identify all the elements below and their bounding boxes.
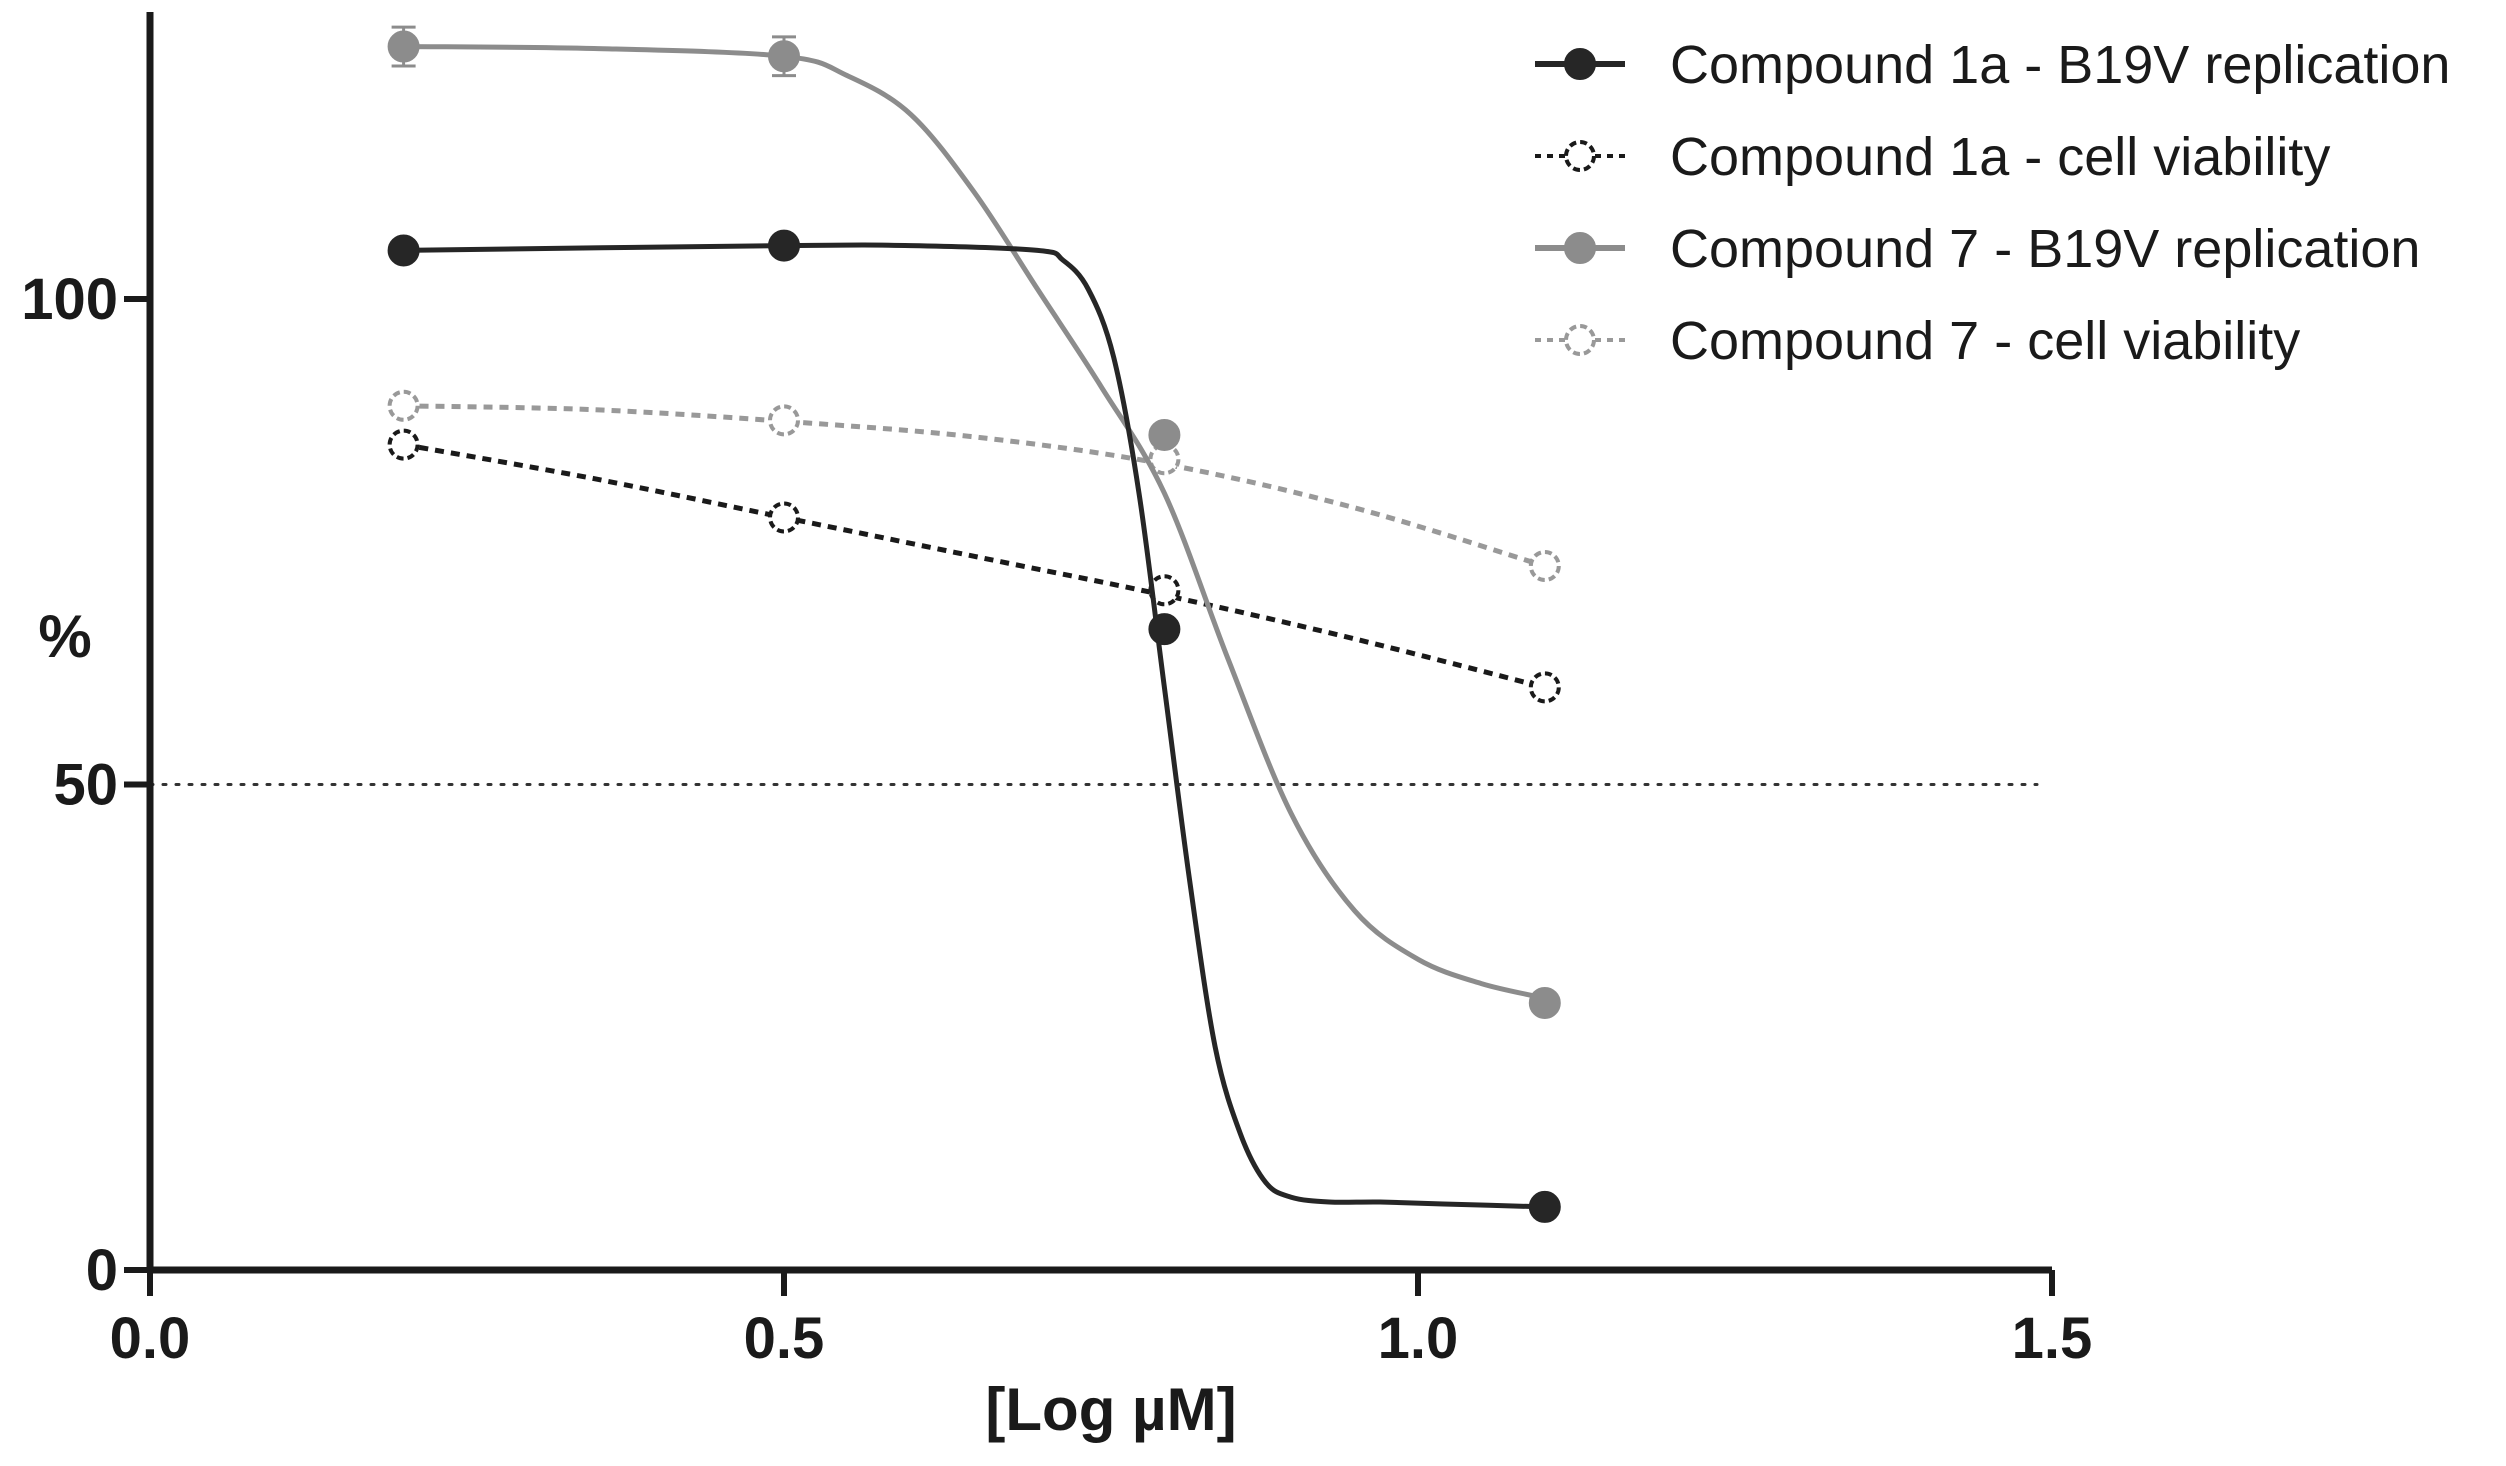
series-1-point — [768, 229, 800, 262]
series-4-point — [387, 389, 420, 422]
series-3-point — [1528, 986, 1561, 1019]
legend-label: Compound 7 - cell viability — [1670, 311, 2300, 371]
y-tick-label: 0 — [86, 1238, 118, 1303]
series-3-point — [768, 40, 800, 73]
series-4-line — [403, 403, 1546, 569]
legend-swatch-marker — [1564, 48, 1596, 80]
series-1-point — [1528, 1190, 1561, 1223]
series-3-line — [403, 44, 1546, 1001]
legend-label: Compound 1a - B19V replication — [1670, 35, 2450, 95]
series-1 — [387, 229, 1561, 1223]
series-3-point — [387, 30, 420, 63]
y-tick-label: 50 — [53, 753, 118, 818]
series-3-point — [1148, 418, 1181, 451]
legend-label: Compound 7 - B19V replication — [1670, 219, 2420, 279]
legend-item-2: Compound 1a - cell viability — [1535, 127, 2330, 187]
legend-item-4: Compound 7 - cell viability — [1535, 311, 2300, 371]
series-4-point — [768, 404, 800, 437]
series-2 — [387, 428, 1561, 704]
series-2-point — [387, 428, 420, 461]
x-axis-title: [Log µM] — [985, 1376, 1236, 1443]
legend-swatch-marker — [1564, 232, 1596, 264]
x-tick-label: 0.5 — [744, 1306, 825, 1371]
series-4-point — [1528, 550, 1561, 583]
legend-item-1: Compound 1a - B19V replication — [1535, 35, 2450, 95]
legend: Compound 1a - B19V replication Compound 1… — [1535, 35, 2450, 371]
series-layer — [387, 25, 1561, 1223]
series-1-line — [403, 242, 1545, 1210]
y-axis-title: % — [38, 603, 91, 670]
series-3 — [387, 25, 1561, 1019]
x-tick-label: 0.0 — [110, 1306, 191, 1371]
legend-item-3: Compound 7 - B19V replication — [1535, 219, 2420, 279]
y-tick-label: 100 — [21, 267, 118, 332]
series-1-point — [1148, 613, 1181, 646]
series-2-line — [403, 442, 1546, 690]
x-tick-label: 1.5 — [2012, 1306, 2093, 1371]
series-2-point — [768, 501, 800, 534]
legend-label: Compound 1a - cell viability — [1670, 127, 2330, 187]
axes: 0.0 0.5 1.0 1.5 0 50 100 [Log µM]% — [21, 12, 2092, 1443]
series-2-point — [1148, 574, 1181, 607]
series-4 — [387, 389, 1561, 583]
x-tick-label: 1.0 — [1378, 1306, 1459, 1371]
legend-swatch-marker — [1564, 140, 1596, 172]
series-1-point — [387, 234, 420, 267]
series-4-point — [1148, 443, 1181, 476]
series-2-point — [1528, 671, 1561, 704]
legend-swatch-marker — [1564, 324, 1596, 356]
